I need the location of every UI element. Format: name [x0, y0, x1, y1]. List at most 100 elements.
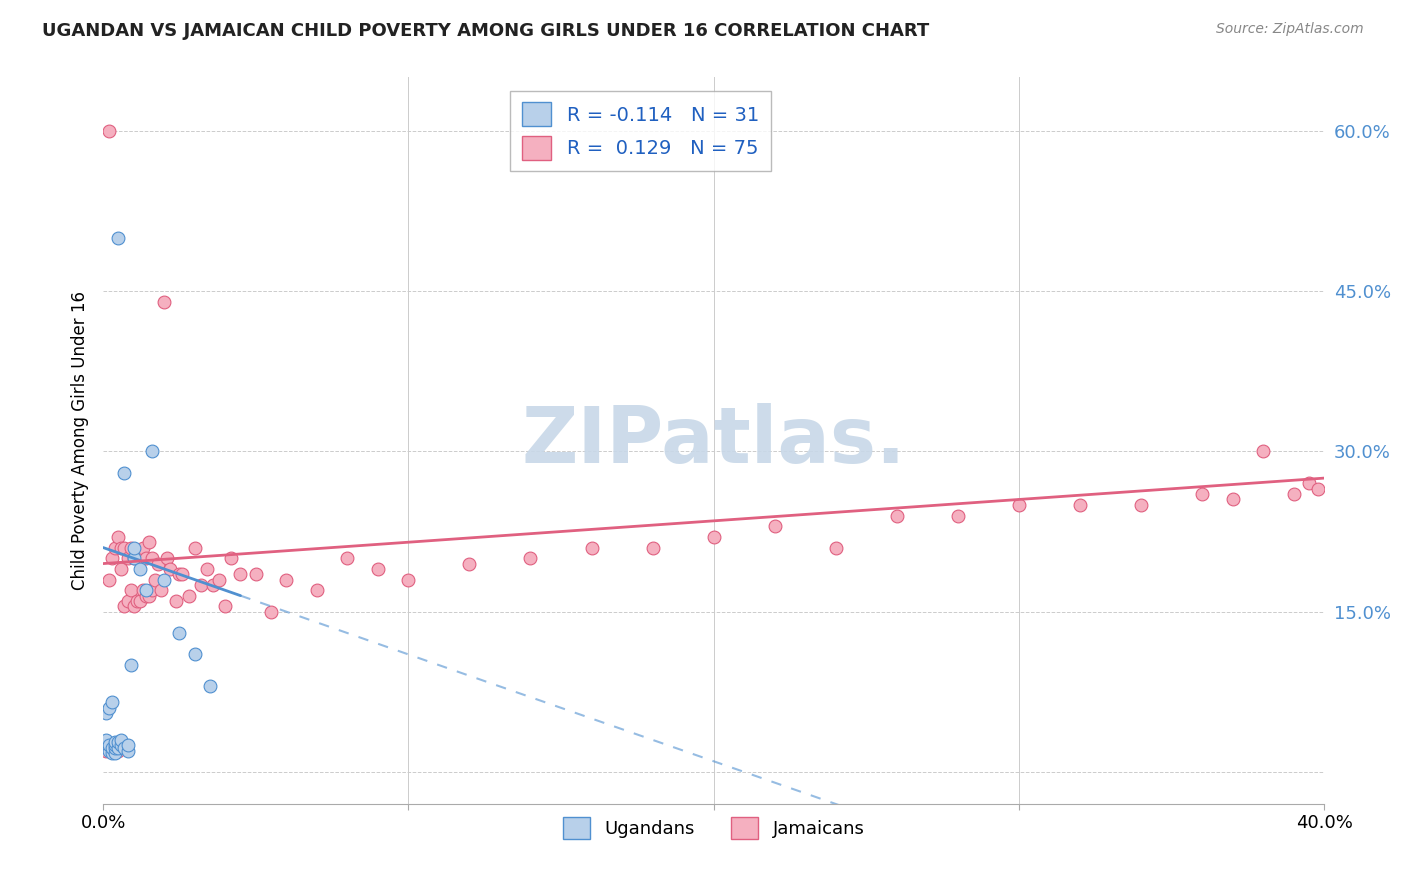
Point: [165, 594, 187, 608]
Point: [143, 573, 166, 587]
Point: [190, 578, 212, 592]
Point: [146, 557, 169, 571]
Point: [641, 541, 664, 555]
Point: [195, 562, 218, 576]
Point: [104, 541, 127, 555]
Point: [104, 741, 127, 756]
Text: UGANDAN VS JAMAICAN CHILD POVERTY AMONG GIRLS UNDER 16 CORRELATION CHART: UGANDAN VS JAMAICAN CHILD POVERTY AMONG …: [42, 22, 929, 40]
Point: [110, 738, 132, 752]
Point: [824, 541, 846, 555]
Point: [1298, 476, 1320, 491]
Point: [107, 741, 129, 756]
Point: [122, 599, 145, 614]
Point: [120, 583, 142, 598]
Point: [177, 589, 200, 603]
Point: [98, 701, 121, 715]
Point: [101, 551, 124, 566]
Point: [946, 508, 969, 523]
Point: [114, 466, 136, 480]
Point: [98, 573, 121, 587]
Point: [1251, 444, 1274, 458]
Point: [122, 541, 145, 555]
Point: [153, 573, 176, 587]
Point: [886, 508, 908, 523]
Point: [141, 444, 163, 458]
Point: [114, 599, 136, 614]
Point: [169, 626, 191, 640]
Point: [117, 594, 139, 608]
Point: [114, 541, 136, 555]
Point: [132, 583, 155, 598]
Point: [229, 567, 252, 582]
Point: [107, 743, 129, 757]
Point: [114, 741, 136, 756]
Point: [104, 738, 127, 752]
Point: [519, 551, 541, 566]
Point: [1130, 498, 1153, 512]
Point: [208, 573, 231, 587]
Point: [96, 743, 118, 757]
Point: [150, 583, 173, 598]
Point: [135, 589, 157, 603]
Point: [117, 551, 139, 566]
Point: [98, 743, 121, 757]
Point: [107, 230, 129, 244]
Point: [141, 551, 163, 566]
Point: [117, 738, 139, 752]
Point: [202, 578, 225, 592]
Point: [305, 583, 328, 598]
Point: [107, 735, 129, 749]
Point: [703, 530, 725, 544]
Point: [125, 594, 148, 608]
Point: [98, 738, 121, 752]
Point: [120, 541, 142, 555]
Point: [153, 294, 176, 309]
Point: [183, 648, 205, 662]
Point: [367, 562, 389, 576]
Point: [132, 541, 155, 555]
Point: [458, 557, 481, 571]
Legend: R = -0.114   N = 31, R =  0.129   N = 75: R = -0.114 N = 31, R = 0.129 N = 75: [510, 91, 770, 171]
Point: [1191, 487, 1213, 501]
Point: [1069, 498, 1091, 512]
Point: [183, 541, 205, 555]
Point: [101, 741, 124, 756]
Point: [104, 746, 127, 760]
Text: Source: ZipAtlas.com: Source: ZipAtlas.com: [1216, 22, 1364, 37]
Point: [276, 573, 298, 587]
Point: [581, 541, 603, 555]
Point: [125, 551, 148, 566]
Point: [1282, 487, 1305, 501]
Point: [98, 124, 121, 138]
Point: [156, 551, 179, 566]
Point: [1306, 482, 1329, 496]
Point: [336, 551, 359, 566]
Point: [141, 583, 163, 598]
Point: [101, 696, 124, 710]
Point: [135, 551, 157, 566]
Point: [96, 732, 118, 747]
Point: [110, 562, 132, 576]
Point: [169, 567, 191, 582]
Point: [104, 738, 127, 752]
Point: [128, 594, 150, 608]
Point: [110, 732, 132, 747]
Point: [159, 562, 181, 576]
Point: [396, 573, 419, 587]
Point: [107, 530, 129, 544]
Point: [128, 562, 150, 576]
Point: [198, 680, 221, 694]
Point: [763, 519, 786, 533]
Point: [172, 567, 194, 582]
Point: [96, 706, 118, 721]
Point: [122, 551, 145, 566]
Point: [122, 551, 145, 566]
Point: [260, 605, 283, 619]
Point: [1222, 492, 1244, 507]
Point: [128, 546, 150, 560]
Point: [245, 567, 267, 582]
Point: [96, 738, 118, 752]
Point: [104, 735, 127, 749]
Text: ZIPatlas.: ZIPatlas.: [522, 402, 905, 479]
Point: [135, 583, 157, 598]
